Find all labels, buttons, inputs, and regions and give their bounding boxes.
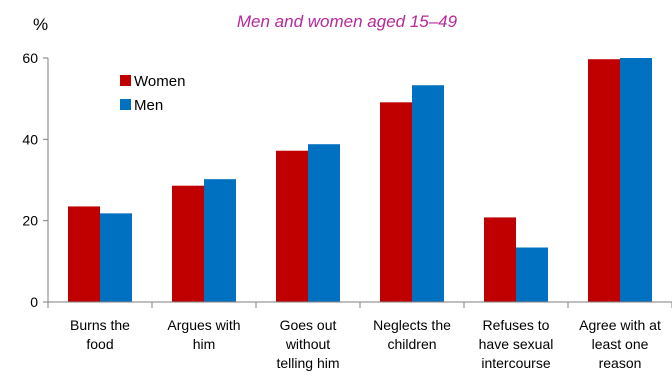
category-label-line: Goes out xyxy=(280,317,337,333)
category-label-line: food xyxy=(86,336,113,352)
category-label-line: least one xyxy=(592,336,649,352)
category-label-line: intercourse xyxy=(481,355,550,371)
legend-label-women: Women xyxy=(134,73,185,90)
y-axis-unit-label: % xyxy=(33,15,48,34)
y-tick-label: 0 xyxy=(30,294,38,310)
category-label-line: Argues with xyxy=(167,317,240,333)
legend: Women Men xyxy=(120,73,185,114)
bar-men-0 xyxy=(100,213,132,302)
bar-men-1 xyxy=(204,179,236,302)
bars-group xyxy=(68,58,652,303)
category-label: Neglects the children xyxy=(373,317,451,352)
bar-women-4 xyxy=(484,217,516,302)
bar-women-3 xyxy=(380,102,412,303)
legend-label-men: Men xyxy=(134,97,163,114)
category-label-line: him xyxy=(193,336,216,352)
category-label-line: Neglects the xyxy=(373,317,451,333)
category-label: Refuses to have sexual intercourse xyxy=(479,317,554,371)
bar-men-5 xyxy=(620,58,652,302)
bar-men-3 xyxy=(412,85,444,302)
category-label-line: telling him xyxy=(276,355,339,371)
bar-women-2 xyxy=(276,150,308,302)
category-label-line: Refuses to xyxy=(483,317,550,333)
bar-women-0 xyxy=(68,206,100,302)
category-label: Goes out without telling him xyxy=(276,317,339,371)
x-axis-ticks xyxy=(47,302,672,308)
bar-women-1 xyxy=(172,185,204,302)
category-label: Agree with at least one reason xyxy=(579,317,661,371)
chart-subtitle: Men and women aged 15–49 xyxy=(237,12,458,31)
category-label: Argues with him xyxy=(167,317,240,352)
y-tick-label: 20 xyxy=(22,213,38,229)
category-label-line: Agree with at xyxy=(579,317,661,333)
category-label-line: without xyxy=(285,336,330,352)
y-axis-ticks: 0 20 40 60 xyxy=(22,50,48,310)
y-tick-label: 60 xyxy=(22,50,38,66)
category-label-line: reason xyxy=(599,355,642,371)
legend-swatch-men xyxy=(120,99,131,110)
legend-swatch-women xyxy=(120,75,131,86)
bar-men-4 xyxy=(516,247,548,302)
y-tick-label: 40 xyxy=(22,131,38,147)
x-axis-category-labels: Burns the food Argues with him Goes out witho… xyxy=(70,317,661,371)
category-label-line: children xyxy=(387,336,436,352)
category-label-line: Burns the xyxy=(70,317,130,333)
category-label-line: have sexual xyxy=(479,336,554,352)
bar-men-2 xyxy=(308,144,340,302)
bar-women-5 xyxy=(588,59,620,302)
category-label: Burns the food xyxy=(70,317,130,352)
